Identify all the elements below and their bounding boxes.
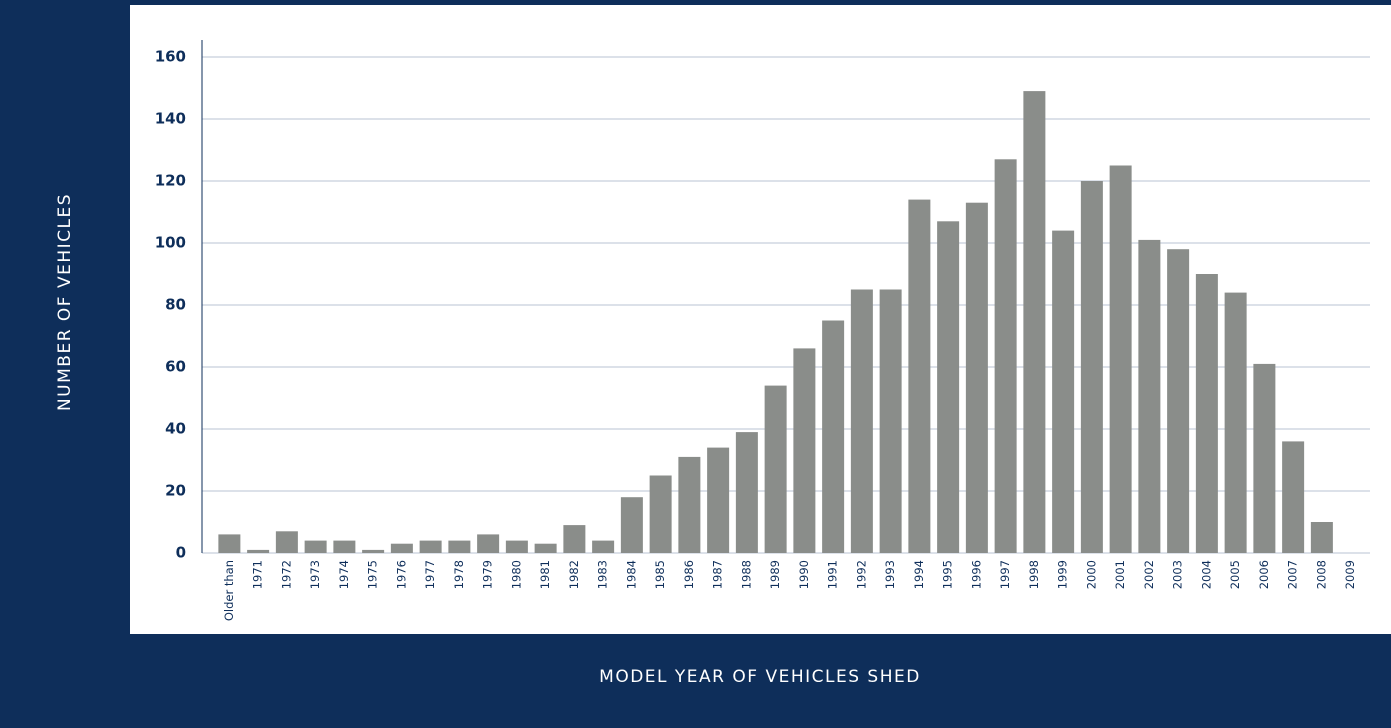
bar (1138, 239, 1161, 553)
x-tick-label: 1972 (279, 560, 293, 589)
bar (247, 549, 270, 553)
bar (994, 159, 1017, 554)
bar (764, 385, 787, 553)
y-axis-label: NUMBER OF VEHICLES (55, 193, 75, 411)
bar (649, 475, 672, 553)
bar (1310, 522, 1333, 553)
x-tick-label: 1985 (653, 560, 667, 589)
y-tick-label: 20 (165, 482, 186, 500)
bar (1080, 181, 1103, 553)
x-tick-label: 1983 (596, 560, 610, 589)
x-tick-label: 2002 (1142, 560, 1156, 589)
bar (1224, 292, 1247, 553)
bar (218, 534, 241, 553)
bar (448, 540, 471, 553)
y-tick-label: 80 (165, 296, 186, 314)
x-tick-label: 1992 (854, 560, 868, 589)
y-tick-label: 0 (176, 544, 186, 562)
x-tick-label: 1974 (337, 560, 351, 589)
bar (1282, 441, 1305, 553)
x-tick-label: 2008 (1314, 560, 1328, 589)
bar (304, 540, 327, 553)
bar (850, 289, 873, 553)
y-tick-label: 60 (165, 358, 186, 376)
bar (1195, 274, 1218, 553)
x-tick-label: 1993 (883, 560, 897, 589)
x-tick-label: Older than (222, 560, 236, 621)
x-tick-label: 1979 (481, 560, 495, 589)
bar (822, 320, 845, 553)
bar (678, 456, 701, 553)
x-tick-label: 1971 (251, 560, 265, 589)
bar (620, 497, 643, 553)
bar (534, 543, 557, 553)
x-tick-label: 1975 (366, 560, 380, 589)
bar (879, 289, 902, 553)
bar (563, 525, 586, 553)
x-tick-label: 1981 (538, 560, 552, 589)
bar (707, 447, 730, 553)
bar (735, 432, 758, 553)
x-tick-label: 2005 (1228, 560, 1242, 589)
x-tick-label: 1995 (941, 560, 955, 589)
x-tick-label: 2003 (1171, 560, 1185, 589)
bar (1052, 230, 1075, 553)
x-tick-label: 1978 (452, 560, 466, 589)
x-tick-label: 1986 (682, 560, 696, 589)
x-axis-label: MODEL YEAR OF VEHICLES SHED (599, 667, 921, 687)
bar (477, 534, 500, 553)
bar (505, 540, 528, 553)
bar (419, 540, 442, 553)
x-tick-label: 1982 (567, 560, 581, 589)
y-tick-label: 120 (155, 172, 186, 190)
bar (965, 202, 988, 553)
x-tick-label: 1976 (394, 560, 408, 589)
bar (908, 199, 931, 553)
x-tick-label: 2001 (1113, 560, 1127, 589)
x-tick-label: 1996 (969, 560, 983, 589)
y-tick-label: 100 (155, 234, 186, 252)
bar (793, 348, 816, 553)
x-tick-label: 1980 (509, 560, 523, 589)
x-tick-label: 2004 (1199, 560, 1213, 589)
x-tick-label: 1977 (423, 560, 437, 589)
x-tick-label: 2007 (1286, 560, 1300, 589)
x-tick-label: 2000 (1084, 560, 1098, 589)
x-tick-label: 2009 (1343, 560, 1357, 589)
bar (592, 540, 615, 553)
x-tick-label: 1999 (1056, 560, 1070, 589)
x-tick-label: 1988 (739, 560, 753, 589)
x-tick-label: 1987 (711, 560, 725, 589)
bar (1253, 363, 1276, 553)
bar (275, 531, 298, 553)
x-tick-label: 1997 (998, 560, 1012, 589)
x-tick-label: 1998 (1027, 560, 1041, 589)
bar (333, 540, 356, 553)
bar (937, 221, 960, 554)
x-tick-label: 1984 (624, 560, 638, 589)
x-tick-label: 1990 (797, 560, 811, 589)
y-tick-label: 140 (155, 110, 186, 128)
x-tick-label: 1973 (308, 560, 322, 589)
x-tick-label: 2006 (1257, 560, 1271, 589)
bar (1109, 165, 1132, 553)
x-tick-label: 1989 (768, 560, 782, 589)
bar (362, 549, 385, 553)
bar (1167, 249, 1190, 553)
y-tick-label: 40 (165, 420, 186, 438)
bar (390, 543, 413, 553)
x-tick-label: 1994 (912, 560, 926, 589)
x-tick-label: 1991 (826, 560, 840, 589)
bar (1023, 91, 1046, 553)
y-tick-label: 160 (155, 48, 186, 66)
